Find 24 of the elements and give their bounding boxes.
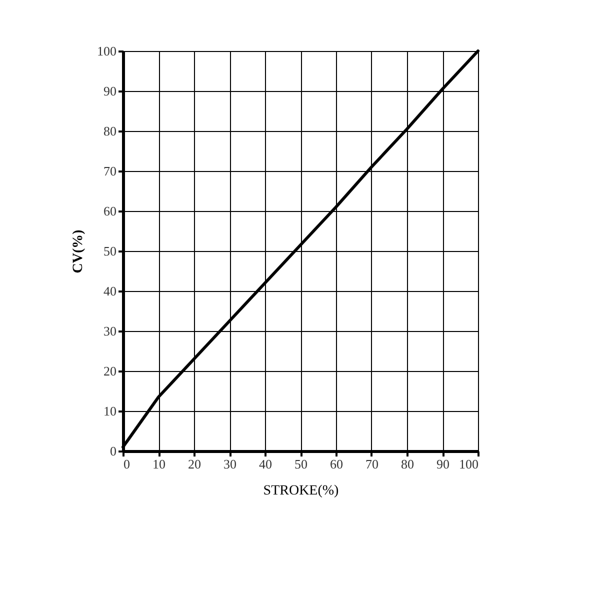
x-tick-label: 30 [224, 456, 236, 472]
y-tick-label: 40 [104, 284, 116, 298]
x-tick-label: 80 [401, 456, 414, 472]
x-tick-label: 50 [294, 456, 308, 472]
y-tick-label: 80 [104, 124, 116, 138]
y-tick-label: 60 [104, 204, 116, 218]
x-tick-label: 20 [188, 456, 201, 472]
x-tick-label: 90 [436, 456, 450, 472]
y-tick-label: 30 [104, 324, 116, 338]
y-tick-label: 70 [104, 164, 116, 178]
y-tick-label: 50 [104, 244, 116, 258]
x-tick-label: 40 [259, 456, 272, 472]
x-tick-label: 10 [152, 456, 166, 472]
x-tick-label: 60 [330, 456, 343, 472]
y-tick-label: 20 [104, 364, 116, 378]
y-tick-label: 10 [104, 404, 116, 418]
x-tick-label: 100 [459, 456, 478, 472]
y-axis-title: CV(%) [71, 229, 86, 274]
y-tick-label: 100 [97, 44, 116, 58]
x-axis-title: STROKE(%) [263, 484, 340, 498]
x-tick-label: 0 [124, 456, 130, 472]
x-tick-label: 70 [366, 456, 378, 472]
y-tick-label: 0 [110, 444, 116, 458]
y-tick-label: 90 [104, 84, 116, 98]
